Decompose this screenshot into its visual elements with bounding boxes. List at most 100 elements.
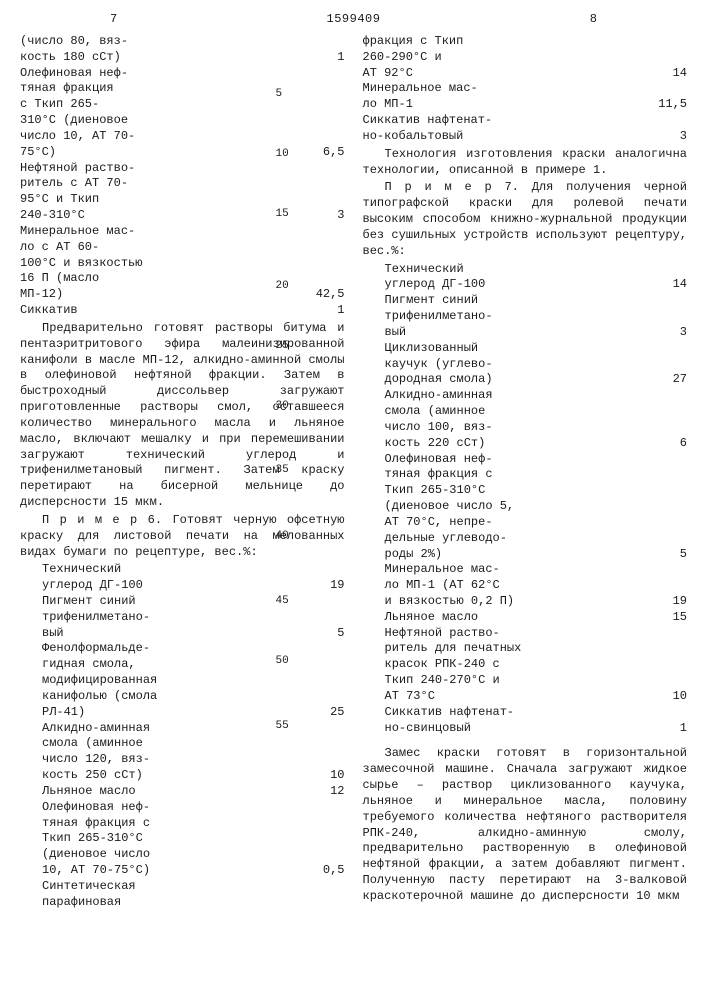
recipe-line: фракция с Tкип <box>363 34 688 50</box>
recipe-line: Минеральное мас- <box>363 562 688 578</box>
recipe-line: красок РПК-240 с <box>363 657 688 673</box>
recipe-line: смола (аминное <box>20 736 345 752</box>
line-number: 30 <box>276 400 289 412</box>
recipe-line: 95°С и Tкип <box>20 192 345 208</box>
recipe-line: АТ 70°С, непре- <box>363 515 688 531</box>
recipe-line: модифицированная <box>20 673 345 689</box>
recipe-line: Сиккатив нафтенат- <box>363 113 688 129</box>
recipe-line: (диеновое число 5, <box>363 499 688 515</box>
recipe-line: Сиккатив1 <box>20 303 345 319</box>
line-number: 15 <box>276 208 289 220</box>
recipe-line: МП-12)42,5 <box>20 287 345 303</box>
line-number: 45 <box>276 595 289 607</box>
recipe-line: вый5 <box>20 626 345 642</box>
recipe-line: Tкип 265-310°С <box>363 483 688 499</box>
recipe-line: с Tкип 265- <box>20 97 345 113</box>
recipe-line: кость 220 сСт)6 <box>363 436 688 452</box>
recipe-line: парафиновая <box>20 895 345 911</box>
recipe-line: Олефиновая неф- <box>363 452 688 468</box>
recipe-line: Технический <box>20 562 345 578</box>
recipe-line: трифенилметано- <box>20 610 345 626</box>
recipe-line: Нефтяной раство- <box>20 161 345 177</box>
line-number: 40 <box>276 530 289 542</box>
paragraph-mix: Замес краски готовят в горизонтальной за… <box>363 746 688 904</box>
recipe-line: число 10, АТ 70- <box>20 129 345 145</box>
recipe-line: Tкип 240-270°С и <box>363 673 688 689</box>
page-number-left: 7 <box>110 12 117 26</box>
recipe-line: кость 180 сСт)1 <box>20 50 345 66</box>
page-number-right: 8 <box>590 12 597 26</box>
recipe-line: 100°С и вязкостью <box>20 256 345 272</box>
line-number: 5 <box>276 88 283 100</box>
recipe-line: каучук (углево- <box>363 357 688 373</box>
recipe-line: число 120, вяз- <box>20 752 345 768</box>
left-column: (число 80, вяз- кость 180 сСт)1 Олефинов… <box>20 34 345 911</box>
recipe-line: гидная смола, <box>20 657 345 673</box>
recipe-line: Пигмент синий <box>20 594 345 610</box>
recipe-line: Синтетическая <box>20 879 345 895</box>
recipe-line: 310°С (диеновое <box>20 113 345 129</box>
line-number: 20 <box>276 280 289 292</box>
document-number: 1599409 <box>327 12 381 26</box>
recipe-line: Льняное масло12 <box>20 784 345 800</box>
recipe-line: ло МП-111,5 <box>363 97 688 113</box>
recipe-line: 10, АТ 70-75°С)0,5 <box>20 863 345 879</box>
recipe-line: Минеральное мас- <box>363 81 688 97</box>
paragraph-prep: Предварительно готовят растворы битума и… <box>20 321 345 511</box>
recipe-line: вый3 <box>363 325 688 341</box>
recipe-line: канифолью (смола <box>20 689 345 705</box>
recipe-line: роды 2%)5 <box>363 547 688 563</box>
recipe-line: Сиккатив нафтенат- <box>363 705 688 721</box>
recipe-line: ло с АТ 60- <box>20 240 345 256</box>
recipe-line: тяная фракция с <box>363 467 688 483</box>
recipe-line: АТ 73°С10 <box>363 689 688 705</box>
line-number: 55 <box>276 720 289 732</box>
recipe-line: число 100, вяз- <box>363 420 688 436</box>
recipe-line: тяная фракция с <box>20 816 345 832</box>
recipe-line: дородная смола)27 <box>363 372 688 388</box>
recipe-line: и вязкостью 0,2 П)19 <box>363 594 688 610</box>
recipe-line: ритель с АТ 70- <box>20 176 345 192</box>
recipe-line: углерод ДГ-10019 <box>20 578 345 594</box>
recipe-line: (число 80, вяз- <box>20 34 345 50</box>
line-number: 35 <box>276 464 289 476</box>
recipe-line: Пигмент синий <box>363 293 688 309</box>
recipe-line: смола (аминное <box>363 404 688 420</box>
recipe-line: Tкип 265-310°С <box>20 831 345 847</box>
recipe-line: трифенилметано- <box>363 309 688 325</box>
paragraph-example6: П р и м е р 6. Готовят черную офсетную к… <box>20 513 345 560</box>
line-number: 50 <box>276 655 289 667</box>
line-number: 10 <box>276 148 289 160</box>
recipe-line: Технический <box>363 262 688 278</box>
recipe-line: 240-310°С3 <box>20 208 345 224</box>
recipe-line: но-свинцовый1 <box>363 721 688 737</box>
recipe-line: АТ 92°С14 <box>363 66 688 82</box>
paragraph-tech: Технология изготовления краски аналогичн… <box>363 147 688 179</box>
recipe-line: тяная фракция <box>20 81 345 97</box>
recipe-line: Олефиновая неф- <box>20 800 345 816</box>
page-header: 7 1599409 8 <box>20 12 687 30</box>
recipe-line: дельные углеводо- <box>363 531 688 547</box>
recipe-line: ритель для печатных <box>363 641 688 657</box>
recipe-line: 260-290°С и <box>363 50 688 66</box>
two-column-body: (число 80, вяз- кость 180 сСт)1 Олефинов… <box>20 34 687 911</box>
recipe-line: Льняное масло15 <box>363 610 688 626</box>
recipe-line: РЛ-41)25 <box>20 705 345 721</box>
recipe-line: Алкидно-аминная <box>363 388 688 404</box>
recipe-line: углерод ДГ-10014 <box>363 277 688 293</box>
recipe-line: но-кобальтовый3 <box>363 129 688 145</box>
recipe-line: Фенолформальде- <box>20 641 345 657</box>
recipe-line: Минеральное мас- <box>20 224 345 240</box>
recipe-line: Алкидно-аминная <box>20 721 345 737</box>
recipe-line: 16 П (масло <box>20 271 345 287</box>
line-number: 25 <box>276 340 289 352</box>
recipe-line: кость 250 сСт)10 <box>20 768 345 784</box>
recipe-line: 75°С)6,5 <box>20 145 345 161</box>
recipe-line: (диеновое число <box>20 847 345 863</box>
right-column: фракция с Tкип 260-290°С и АТ 92°С14 Мин… <box>363 34 688 911</box>
recipe-line: Циклизованный <box>363 341 688 357</box>
recipe-line: Нефтяной раство- <box>363 626 688 642</box>
recipe-line: Олефиновая неф- <box>20 66 345 82</box>
paragraph-example7: П р и м е р 7. Для получения черной типо… <box>363 180 688 259</box>
recipe-line: ло МП-1 (АТ 62°С <box>363 578 688 594</box>
